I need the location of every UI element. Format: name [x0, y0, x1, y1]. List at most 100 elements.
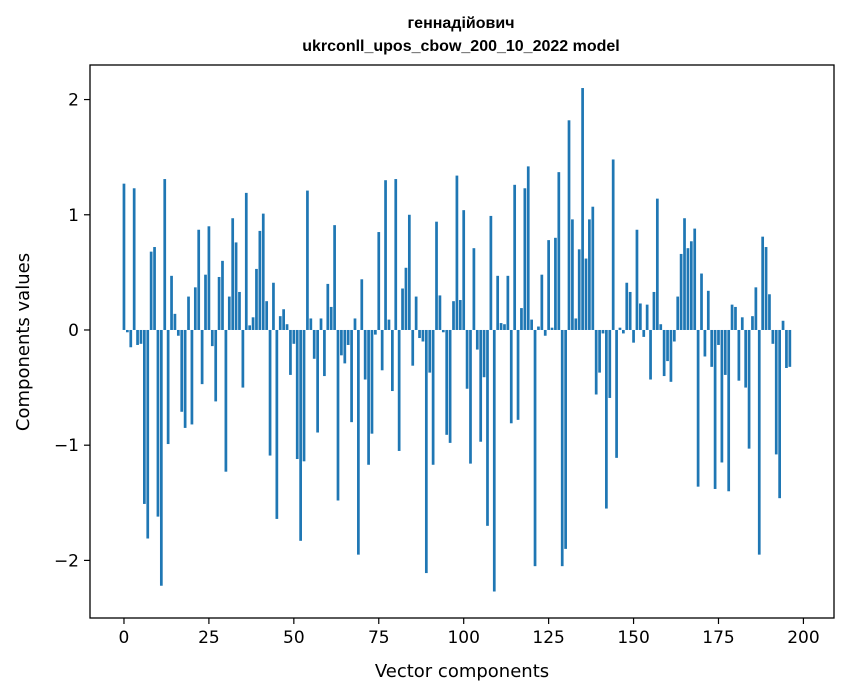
bar-84	[407, 214, 411, 330]
bar-57	[316, 329, 319, 433]
bar-185	[751, 316, 754, 330]
bar-53	[302, 329, 306, 462]
bar-190	[768, 294, 771, 330]
bar-80	[394, 179, 398, 330]
x-tick-label-50: 50	[283, 628, 305, 648]
bar-158	[659, 324, 663, 330]
bar-132	[571, 219, 574, 330]
bar-73	[370, 329, 374, 434]
bar-133	[574, 318, 578, 330]
bar-36	[244, 192, 248, 330]
bar-52	[299, 329, 302, 541]
x-axis-label: Vector components	[375, 661, 549, 682]
bar-194	[781, 320, 785, 330]
bar-142	[605, 329, 608, 509]
bar-138	[591, 206, 595, 330]
bar-70	[360, 279, 364, 330]
bar-81	[397, 329, 401, 451]
bar-23	[200, 329, 204, 385]
bar-156	[652, 291, 656, 330]
bar-165	[683, 218, 686, 330]
bar-71	[363, 329, 367, 380]
x-tick-label-25: 25	[198, 628, 220, 648]
bar-27	[214, 329, 218, 402]
bar-111	[499, 323, 503, 330]
bar-63	[336, 329, 340, 501]
bar-38	[251, 317, 255, 330]
bar-41	[261, 213, 265, 330]
bar-61	[329, 306, 333, 330]
bar-69	[357, 329, 360, 555]
bar-87	[418, 329, 421, 339]
y-tick-label-0: 0	[68, 321, 79, 341]
bar-186	[754, 287, 758, 330]
bar-175	[717, 329, 720, 345]
bar-11	[159, 329, 163, 586]
bar-97	[452, 301, 455, 330]
bar-9	[153, 247, 156, 330]
bar-119	[526, 166, 530, 330]
bar-135	[581, 88, 584, 330]
bar-49	[289, 329, 292, 375]
bar-117	[520, 308, 523, 330]
bar-143	[608, 329, 612, 398]
bar-124	[543, 329, 547, 336]
bar-140	[598, 329, 601, 373]
bar-166	[686, 248, 690, 330]
bar-75	[377, 232, 381, 330]
bar-22	[197, 229, 201, 330]
y-tick-label-1: 1	[68, 206, 79, 226]
bar-145	[615, 329, 618, 458]
bar-72	[367, 329, 370, 465]
bar-15	[173, 313, 177, 330]
bar-176	[720, 329, 724, 463]
bar-43	[268, 329, 272, 456]
bar-35	[241, 329, 245, 388]
bar-104	[475, 329, 479, 350]
bar-129	[560, 329, 564, 567]
bar-6	[143, 329, 146, 504]
bar-0	[122, 183, 126, 330]
bar-167	[689, 241, 693, 330]
bar-20	[190, 329, 194, 425]
bar-5	[139, 329, 143, 344]
bar-174	[713, 329, 717, 489]
bar-33	[234, 242, 238, 330]
bar-59	[323, 329, 326, 377]
bar-148	[625, 282, 629, 330]
bar-50	[292, 329, 296, 344]
bar-60	[326, 283, 330, 330]
bar-1	[126, 329, 129, 333]
bar-98	[455, 175, 459, 330]
bar-76	[380, 329, 384, 371]
bar-51	[295, 329, 299, 460]
bar-115	[513, 184, 517, 330]
bar-141	[601, 329, 605, 334]
bar-178	[727, 329, 731, 492]
bar-29	[221, 260, 224, 330]
bar-146	[618, 327, 622, 330]
bar-46	[278, 316, 282, 330]
bar-130	[564, 329, 567, 549]
bar-153	[642, 329, 646, 337]
bar-100	[462, 210, 466, 330]
bar-187	[757, 329, 761, 555]
bars-group	[122, 88, 792, 592]
bar-183	[744, 329, 748, 388]
bar-37	[248, 325, 252, 330]
x-tick-label-75: 75	[368, 628, 390, 648]
bar-21	[193, 287, 197, 330]
y-axis-label: Components values	[13, 253, 34, 431]
bar-155	[649, 329, 652, 380]
bar-151	[635, 229, 639, 330]
bar-105	[479, 329, 483, 442]
chart-title-line2: ukrconll_upos_cbow_200_10_2022 model	[302, 38, 619, 55]
bar-162	[672, 329, 676, 342]
bar-4	[136, 329, 139, 345]
x-tick-label-150: 150	[617, 628, 649, 648]
bar-150	[632, 329, 635, 343]
bar-137	[588, 219, 591, 330]
bar-16	[176, 329, 180, 336]
bar-48	[285, 324, 289, 330]
